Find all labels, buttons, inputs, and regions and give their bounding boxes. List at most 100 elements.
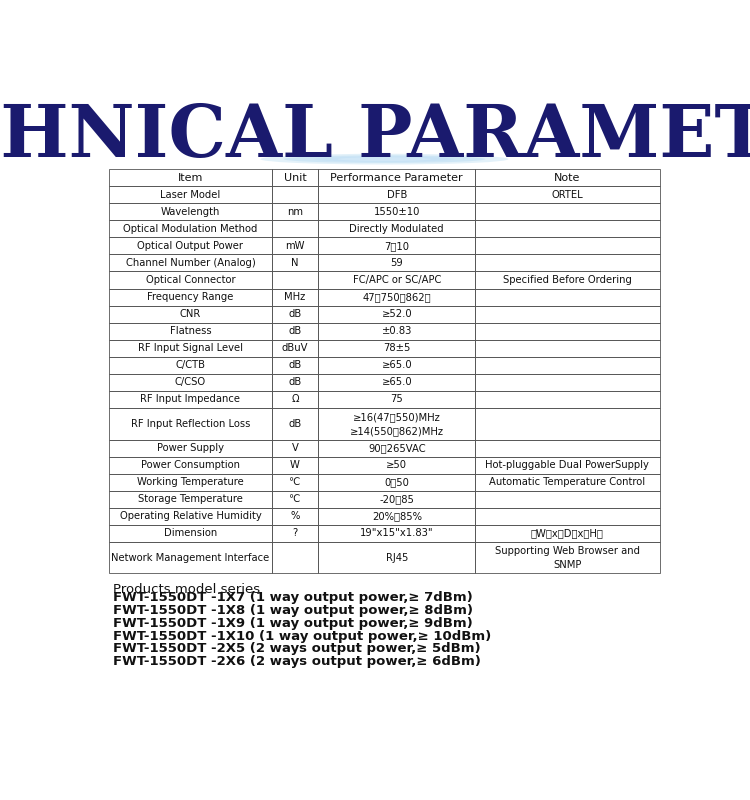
Text: Network Management Interface: Network Management Interface: [111, 553, 269, 562]
Text: C/CSO: C/CSO: [175, 378, 206, 387]
Text: 7～10: 7～10: [384, 241, 410, 251]
Bar: [110, 525, 272, 542]
Bar: [110, 289, 272, 306]
Bar: [318, 525, 476, 542]
Bar: [110, 408, 272, 439]
Bar: [318, 203, 476, 220]
Bar: [110, 391, 272, 408]
Bar: [476, 391, 659, 408]
Bar: [272, 457, 318, 474]
Bar: [272, 203, 318, 220]
Bar: [476, 271, 659, 289]
Bar: [476, 439, 659, 457]
Text: Working Temperature: Working Temperature: [137, 477, 244, 487]
Text: Directly Modulated: Directly Modulated: [350, 224, 444, 234]
Bar: [318, 391, 476, 408]
Text: Dimension: Dimension: [164, 528, 217, 538]
Text: Frequency Range: Frequency Range: [147, 292, 233, 302]
Bar: [272, 357, 318, 374]
Text: CNR: CNR: [180, 309, 201, 319]
Text: TECHNICAL PARAMETERS: TECHNICAL PARAMETERS: [0, 101, 750, 171]
Bar: [110, 490, 272, 508]
Text: 47～750（862）: 47～750（862）: [362, 292, 431, 302]
Text: Storage Temperature: Storage Temperature: [138, 494, 243, 504]
Bar: [476, 186, 659, 203]
Text: Channel Number (Analog): Channel Number (Analog): [125, 258, 255, 268]
Bar: [110, 374, 272, 391]
Text: FWT-1550DT -2X5 (2 ways output power,≥ 5dBm): FWT-1550DT -2X5 (2 ways output power,≥ 5…: [113, 642, 481, 655]
Bar: [318, 439, 476, 457]
Text: Unit: Unit: [284, 173, 306, 182]
Bar: [272, 408, 318, 439]
Text: Performance Parameter: Performance Parameter: [331, 173, 463, 182]
Bar: [110, 169, 272, 186]
Bar: [318, 340, 476, 357]
Text: dBuV: dBuV: [282, 343, 308, 354]
Text: Hot-pluggable Dual PowerSupply: Hot-pluggable Dual PowerSupply: [485, 460, 650, 470]
Bar: [476, 542, 659, 574]
Text: W: W: [290, 460, 300, 470]
Text: Flatness: Flatness: [170, 326, 211, 336]
Text: Supporting Web Browser and
SNMP: Supporting Web Browser and SNMP: [495, 546, 640, 570]
Bar: [318, 408, 476, 439]
Text: 20%～85%: 20%～85%: [372, 511, 422, 522]
Text: dB: dB: [288, 360, 302, 370]
Text: Ω: Ω: [291, 394, 298, 405]
Bar: [272, 508, 318, 525]
Text: Products model series: Products model series: [113, 582, 260, 596]
Bar: [476, 457, 659, 474]
Bar: [110, 254, 272, 271]
Text: dB: dB: [288, 378, 302, 387]
Text: Power Supply: Power Supply: [157, 443, 224, 453]
Text: 90～265VAC: 90～265VAC: [368, 443, 425, 453]
Bar: [318, 490, 476, 508]
Text: Optical Connector: Optical Connector: [146, 275, 236, 285]
Text: Automatic Temperature Control: Automatic Temperature Control: [489, 477, 646, 487]
Bar: [272, 391, 318, 408]
Text: dB: dB: [288, 309, 302, 319]
Bar: [476, 322, 659, 340]
Bar: [110, 322, 272, 340]
Text: ±0.83: ±0.83: [382, 326, 412, 336]
Bar: [110, 306, 272, 322]
Bar: [110, 508, 272, 525]
Bar: [110, 357, 272, 374]
Text: Item: Item: [178, 173, 203, 182]
Text: RF Input Impedance: RF Input Impedance: [140, 394, 241, 405]
Bar: [476, 508, 659, 525]
Text: Operating Relative Humidity: Operating Relative Humidity: [119, 511, 261, 522]
Text: nm: nm: [287, 206, 303, 217]
Bar: [476, 357, 659, 374]
Bar: [476, 203, 659, 220]
Bar: [272, 490, 318, 508]
Bar: [272, 542, 318, 574]
Text: ≥65.0: ≥65.0: [382, 360, 412, 370]
Bar: [272, 254, 318, 271]
Bar: [110, 271, 272, 289]
Bar: [318, 169, 476, 186]
Text: ≥50: ≥50: [386, 460, 407, 470]
Bar: [110, 439, 272, 457]
Text: dB: dB: [288, 418, 302, 429]
Text: Wavelength: Wavelength: [160, 206, 220, 217]
Bar: [476, 474, 659, 490]
Bar: [318, 306, 476, 322]
Text: RJ45: RJ45: [386, 553, 408, 562]
Bar: [110, 203, 272, 220]
Bar: [318, 254, 476, 271]
Bar: [110, 238, 272, 254]
Text: mW: mW: [285, 241, 304, 251]
Text: 19"x15"x1.83": 19"x15"x1.83": [360, 528, 434, 538]
Bar: [272, 238, 318, 254]
Ellipse shape: [338, 158, 430, 161]
Text: ℃: ℃: [290, 477, 301, 487]
Text: （W）x（D）x（H）: （W）x（D）x（H）: [531, 528, 604, 538]
Bar: [318, 186, 476, 203]
Bar: [476, 238, 659, 254]
Bar: [476, 408, 659, 439]
Text: ORTEL: ORTEL: [551, 190, 584, 200]
Text: FC/APC or SC/APC: FC/APC or SC/APC: [352, 275, 441, 285]
Text: 59: 59: [391, 258, 404, 268]
Bar: [110, 474, 272, 490]
Text: Note: Note: [554, 173, 580, 182]
